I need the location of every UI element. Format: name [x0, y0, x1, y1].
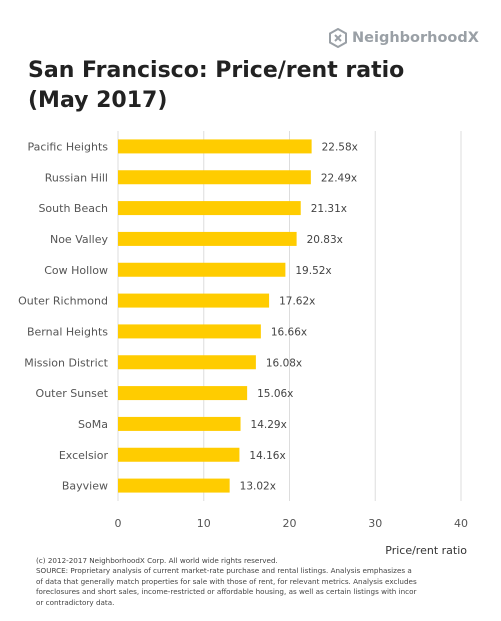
- category-label: Russian Hill: [45, 171, 108, 184]
- bar: [118, 139, 312, 154]
- data-label: 21.31x: [311, 203, 347, 215]
- data-label: 20.83x: [307, 234, 343, 246]
- data-label: 22.58x: [322, 141, 358, 153]
- category-label: Cow Hollow: [44, 264, 108, 277]
- x-axis-title: Price/rent ratio: [385, 544, 467, 557]
- data-label: 16.66x: [271, 326, 307, 338]
- chart-title-line1: San Francisco: Price/rent ratio: [28, 58, 405, 83]
- bar: [118, 447, 240, 462]
- category-label: Bayview: [62, 480, 108, 493]
- x-tick-label: 40: [454, 517, 468, 530]
- category-label: Outer Sunset: [36, 387, 109, 400]
- source-line-2: of data that generally match properties …: [36, 576, 417, 586]
- bar: [118, 386, 248, 401]
- data-label: 14.29x: [251, 419, 287, 431]
- x-tick-label: 20: [283, 517, 297, 530]
- category-label: Outer Richmond: [18, 295, 108, 308]
- chart-title-line2: (May 2017): [28, 88, 168, 113]
- chart-title: San Francisco: Price/rent ratio (May 201…: [28, 56, 404, 116]
- chart-footer: (c) 2012-2017 NeighborhoodX Corp. All wo…: [36, 556, 496, 608]
- x-tick-label: 0: [115, 517, 122, 530]
- brand-logo: NeighborhoodX: [328, 28, 479, 48]
- bar: [118, 355, 256, 370]
- bar: [118, 201, 301, 216]
- category-label: Bernal Heights: [27, 325, 108, 338]
- bar: [118, 170, 311, 185]
- hexagon-x-logo-icon: [329, 28, 347, 48]
- copyright-text: (c) 2012-2017 NeighborhoodX Corp. All wo…: [36, 556, 278, 565]
- bar: [118, 231, 297, 246]
- category-label: Pacific Heights: [27, 140, 108, 153]
- category-label: Mission District: [24, 356, 108, 369]
- bar: [118, 416, 241, 431]
- brand-name: NeighborhoodX: [352, 30, 479, 46]
- bar: [118, 293, 270, 308]
- x-tick-label: 10: [197, 517, 211, 530]
- bar: [118, 324, 261, 339]
- category-label: SoMa: [78, 418, 108, 431]
- source-line-3: foreclosures and short sales, income-res…: [36, 587, 417, 597]
- x-tick-label: 30: [368, 517, 382, 530]
- data-label: 13.02x: [240, 481, 276, 493]
- data-label: 16.08x: [266, 357, 302, 369]
- data-label: 17.62x: [279, 296, 315, 308]
- bar-chart: 0 10 20 30 40 Price/rent ratio Pacific Heights…: [18, 131, 468, 557]
- source-line-4: or contradictory data.: [36, 597, 115, 607]
- data-label: 19.52x: [295, 265, 331, 277]
- data-label: 15.06x: [257, 388, 293, 400]
- bar: [118, 478, 230, 493]
- category-label: Excelsior: [59, 449, 109, 462]
- bar: [118, 262, 286, 277]
- category-label: South Beach: [38, 202, 108, 215]
- source-line-1: SOURCE: Proprietary analysis of current …: [36, 566, 412, 576]
- category-label: Noe Valley: [50, 233, 109, 246]
- data-label: 22.49x: [321, 172, 357, 184]
- data-label: 14.16x: [249, 450, 285, 462]
